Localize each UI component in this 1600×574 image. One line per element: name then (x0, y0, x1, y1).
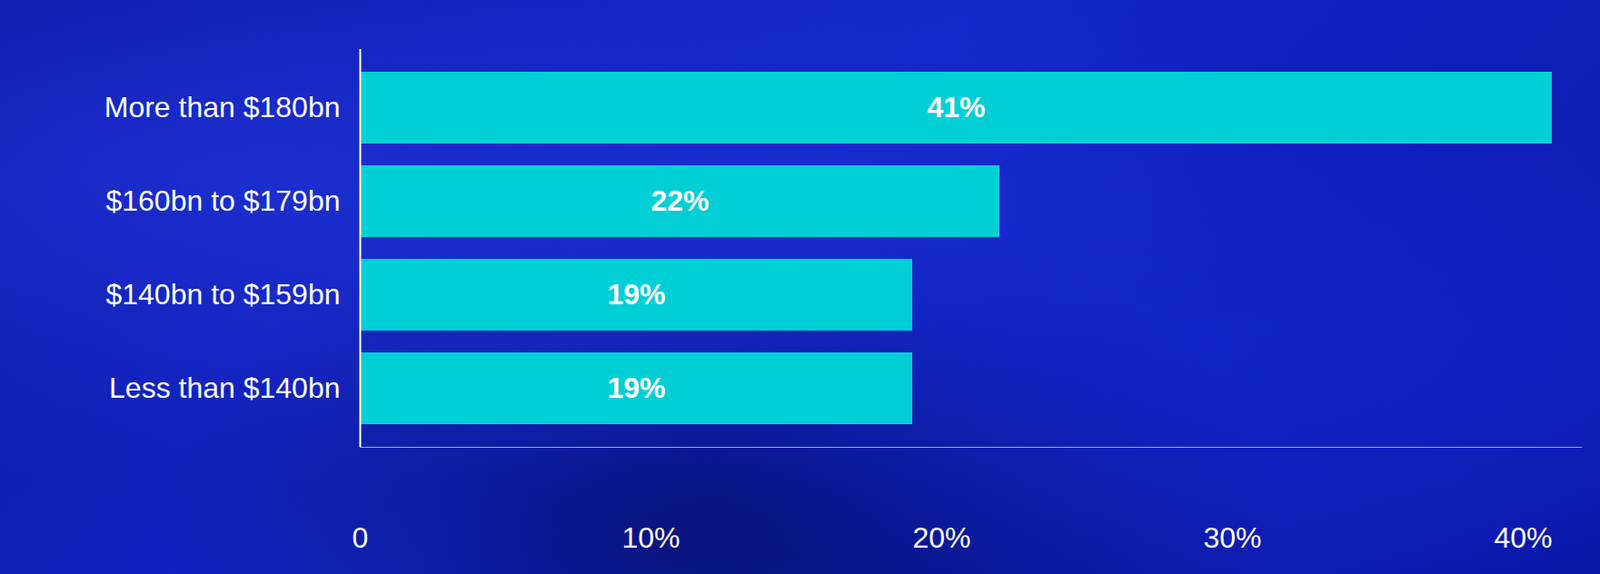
svg-text:22%: 22% (650, 184, 709, 218)
svg-text:19%: 19% (606, 278, 666, 311)
svg-text:10%: 10% (621, 521, 680, 555)
svg-text:30%: 30% (1202, 521, 1262, 555)
svg-text:$140bn to $159bn: $140bn to $159bn (105, 278, 340, 311)
svg-text:More than $180bn: More than $180bn (104, 90, 341, 124)
svg-text:0: 0 (352, 521, 369, 555)
svg-text:41%: 41% (926, 90, 985, 124)
svg-text:Less than $140bn: Less than $140bn (109, 371, 340, 405)
svg-text:19%: 19% (606, 371, 666, 405)
svg-text:$160bn to $179bn: $160bn to $179bn (105, 184, 340, 218)
svg-text:20%: 20% (912, 521, 971, 555)
svg-text:40%: 40% (1493, 521, 1552, 555)
